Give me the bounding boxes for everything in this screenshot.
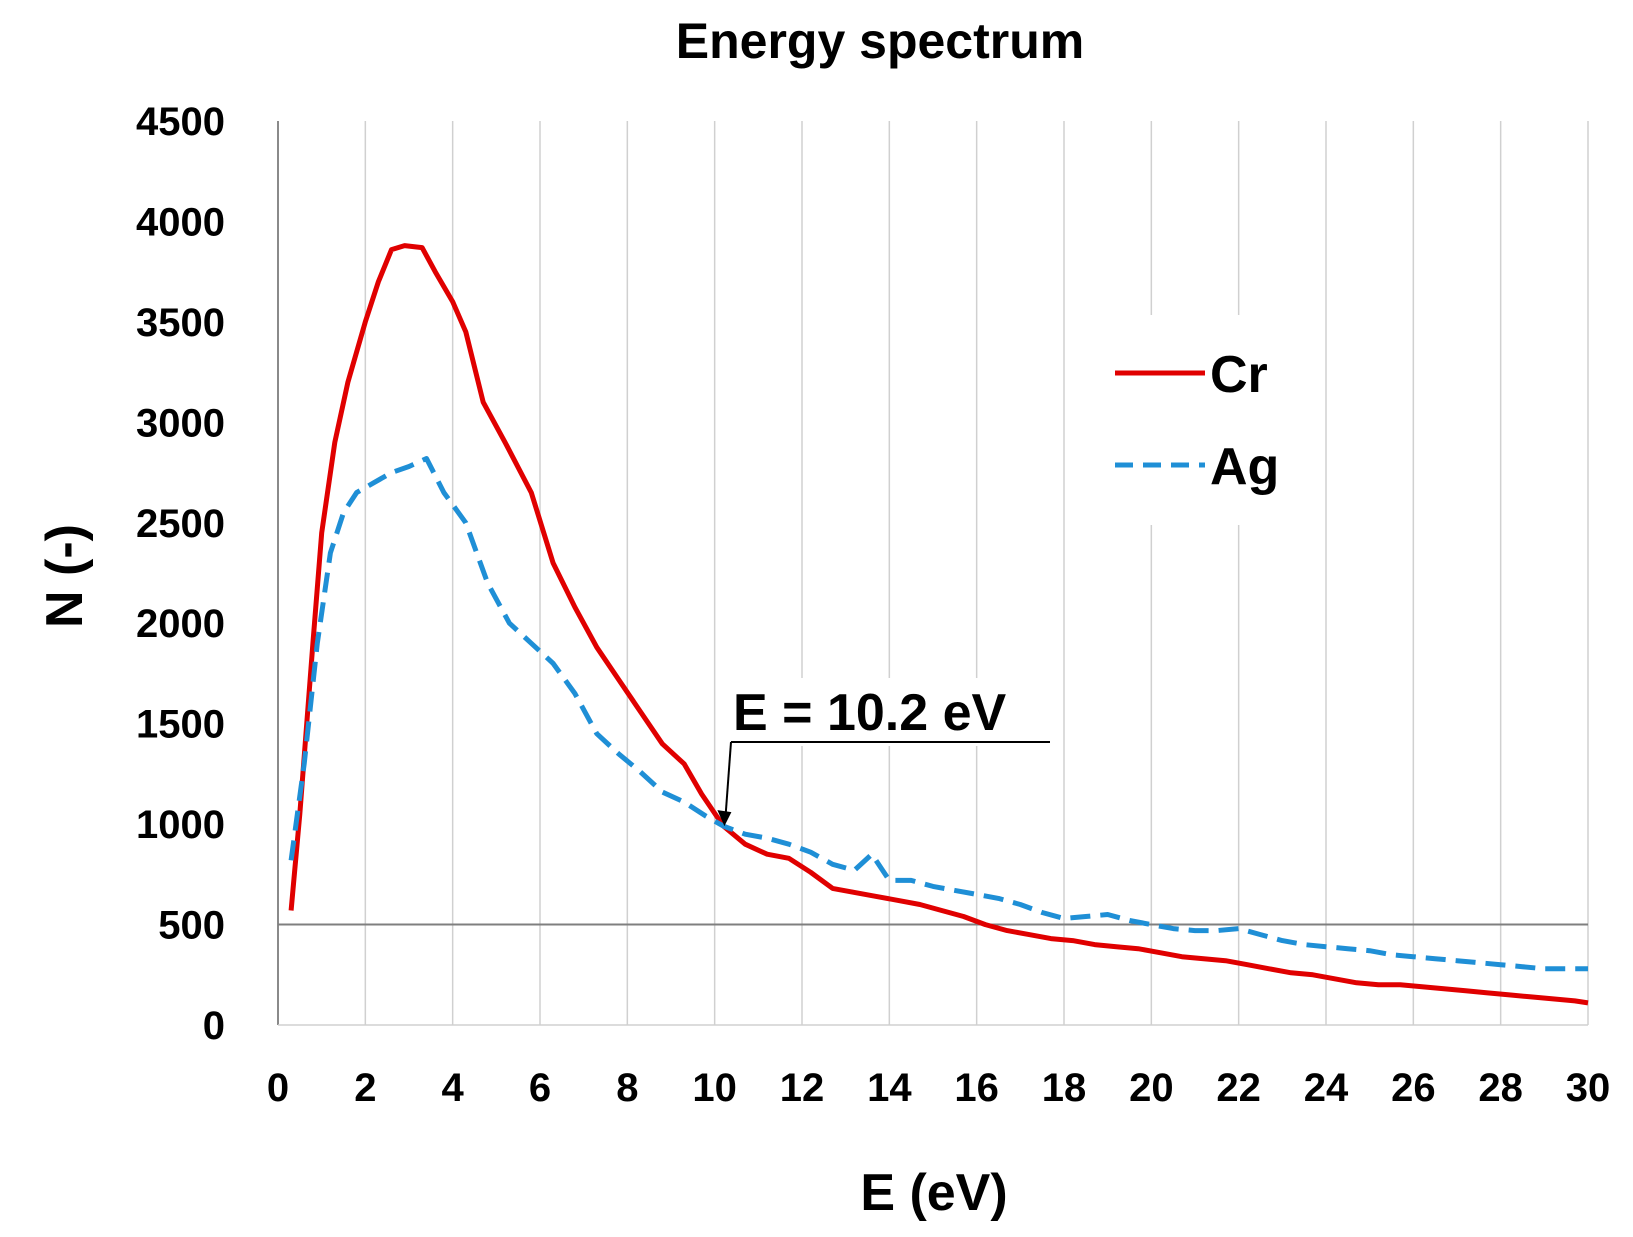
y-axis-label: N (-) xyxy=(36,524,94,628)
x-axis-label: E (eV) xyxy=(860,1164,1007,1222)
x-tick-label: 16 xyxy=(954,1066,999,1110)
series-line-cr xyxy=(288,243,1589,1006)
y-tick-label: 500 xyxy=(158,904,225,948)
x-tick-label: 26 xyxy=(1391,1066,1436,1110)
chart-title: Energy spectrum xyxy=(676,13,1084,69)
x-tick-label: 14 xyxy=(867,1066,912,1110)
x-tick-label: 2 xyxy=(354,1066,376,1110)
y-tick-label: 1500 xyxy=(136,703,225,747)
legend-label-cr: Cr xyxy=(1210,346,1268,404)
x-tick-label: 22 xyxy=(1216,1066,1261,1110)
series-line-ag xyxy=(288,456,1588,972)
annotation-arrowhead xyxy=(717,810,732,827)
series-layer xyxy=(288,243,1589,1006)
y-tick-label: 4000 xyxy=(136,200,225,244)
annotation-label: E = 10.2 eV xyxy=(733,684,1007,742)
x-tick-label: 28 xyxy=(1478,1066,1523,1110)
x-tick-label: 18 xyxy=(1042,1066,1087,1110)
y-tick-label: 2500 xyxy=(136,502,225,546)
legend: Cr Ag xyxy=(1100,315,1300,525)
grid-layer xyxy=(277,121,1589,1026)
y-tick-label: 1000 xyxy=(136,803,225,847)
x-tick-label: 24 xyxy=(1304,1066,1349,1110)
y-tick-label: 2000 xyxy=(136,602,225,646)
y-tick-label: 4500 xyxy=(136,100,225,144)
y-tick-label: 3000 xyxy=(136,401,225,445)
x-tick-label: 12 xyxy=(780,1066,825,1110)
x-tick-label: 30 xyxy=(1566,1066,1611,1110)
x-tick-label: 4 xyxy=(442,1066,465,1110)
x-tick-label: 6 xyxy=(529,1066,551,1110)
x-tick-label: 8 xyxy=(616,1066,638,1110)
annotation-background xyxy=(725,678,1055,746)
y-tick-label: 0 xyxy=(203,1004,225,1048)
x-tick-label: 0 xyxy=(267,1066,289,1110)
y-axis-ticks: 0 500 1000 1500 2000 2500 3000 3500 4000 4500 xyxy=(136,100,225,1048)
annotation-arrow xyxy=(724,741,732,819)
legend-label-ag: Ag xyxy=(1210,438,1279,496)
y-tick-label: 3500 xyxy=(136,301,225,345)
x-tick-label: 10 xyxy=(692,1066,737,1110)
x-tick-label: 20 xyxy=(1129,1066,1174,1110)
x-axis-ticks: 0 2 4 6 8 10 12 14 16 18 20 22 24 26 28 30 xyxy=(267,1066,1610,1110)
annotation: E = 10.2 eV xyxy=(717,678,1055,827)
legend-background xyxy=(1100,315,1300,525)
